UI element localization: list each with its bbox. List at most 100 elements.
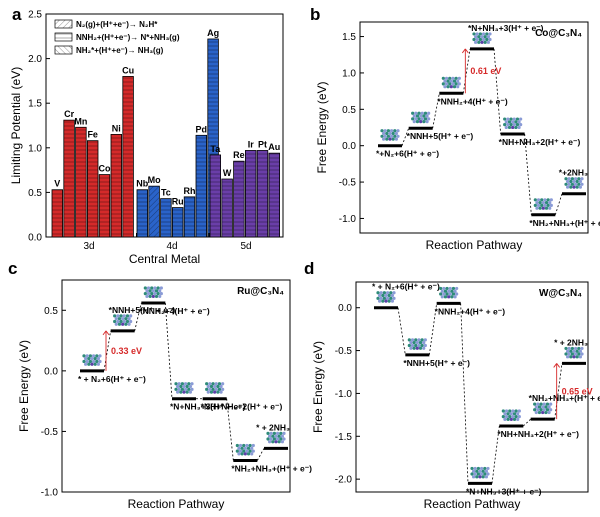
connector-d: [428, 303, 438, 355]
connector-d: [397, 307, 406, 355]
y-tick-label-d: -1.5: [335, 432, 353, 443]
bar-hatch-Mn: [75, 127, 87, 237]
bar-hatch-Rh: [184, 196, 195, 237]
y-tick-label-c: -1.0: [41, 488, 59, 499]
state-label-c: * + N₂+6(H⁺ + e⁻): [78, 374, 146, 384]
bar-label-Re: Re: [233, 150, 245, 160]
state-label-b: *NNH₂+4(H⁺ + e⁻): [437, 96, 508, 106]
bar-label-Ta: Ta: [210, 144, 221, 154]
x-axis-label-b: Reaction Pathway: [426, 238, 523, 252]
y-axis-label-c: Free Energy (eV): [17, 340, 31, 432]
panel-label-b: b: [310, 5, 320, 24]
legend-swatch-hatch-a: [55, 20, 72, 28]
y-axis-label-d: Free Energy (eV): [311, 341, 325, 433]
molecule-structure-icon: [376, 291, 396, 303]
state-label-b: *NH+NH₃+2(H⁺ + e⁻): [499, 137, 581, 147]
state-label-c: *NH+NH₃+2(H⁺ + e⁻): [201, 402, 283, 412]
state-label-c: *NH₂+NH₃+(H⁺ + e⁻): [231, 464, 312, 474]
state-label-c: *N+NH₃+3(H⁺ + e⁻): [170, 402, 246, 412]
bar-label-Fe: Fe: [87, 130, 98, 140]
annotation-arrowhead-b: [464, 48, 469, 54]
x-group-label-a: 4d: [166, 241, 177, 252]
state-label-d: *N+NH₃+3(H⁺ + e⁻): [466, 486, 542, 496]
connector-d: [460, 303, 469, 484]
x-axis-label-d: Reaction Pathway: [424, 497, 521, 511]
state-label-d: * + 2NH₃: [554, 337, 588, 347]
y-tick-label-b: -1.0: [339, 214, 357, 225]
molecule-structure-icon: [174, 382, 194, 394]
connector-d: [491, 425, 500, 484]
bar-hatch-Co: [99, 174, 110, 237]
connector-d: [554, 363, 563, 420]
connector-b: [401, 128, 410, 146]
molecule-structure-icon: [501, 409, 521, 421]
connector-b: [432, 93, 440, 129]
bar-label-Nb: Nb: [136, 179, 148, 189]
connector-c: [134, 302, 142, 331]
molecule-structure-icon: [235, 443, 255, 456]
bar-label-Co: Co: [99, 164, 111, 174]
molecule-structure-icon: [407, 338, 427, 350]
molecule-structure-icon: [470, 466, 490, 479]
molecule-structure-icon: [441, 76, 461, 89]
panel-title-b: Co@C₃N₄: [535, 28, 582, 39]
bar-hatch-Tc: [160, 198, 172, 237]
bar-label-Ir: Ir: [248, 139, 255, 149]
plot-frame-d: [355, 281, 589, 493]
y-tick-label-a: 1.5: [28, 99, 42, 110]
molecule-structure-icon: [439, 286, 459, 299]
connector-c: [256, 448, 265, 461]
legend-label-a: N₂(g)+(H⁺+e⁻)→ N₂H*: [76, 20, 158, 29]
bar-hatch-Ag: [207, 38, 219, 238]
molecule-structure-icon: [564, 346, 584, 359]
bar-hatch-Ru: [172, 207, 183, 237]
panel-label-c: c: [8, 259, 17, 278]
molecule-structure-icon: [533, 402, 553, 415]
y-tick-label-a: 1.0: [28, 143, 42, 154]
molecule-structure-icon: [411, 111, 431, 124]
x-axis-label-a: Central Metal: [129, 252, 200, 266]
y-tick-label-c: 0.0: [44, 366, 58, 377]
state-label-d: *NH₂+NH₃+(H⁺ + e⁻): [529, 393, 600, 403]
y-tick-label-c: 0.5: [44, 306, 58, 317]
state-label-d: *NNH+5(H⁺ + e⁻): [403, 358, 470, 368]
y-tick-label-b: 1.0: [342, 68, 356, 79]
state-label-d: *NH+NH₃+2(H⁺ + e⁻): [497, 429, 579, 439]
y-tick-label-a: 2.0: [28, 54, 42, 65]
y-tick-label-b: 0.5: [342, 105, 356, 116]
molecule-structure-icon: [266, 431, 286, 444]
bar-hatch-Cu: [122, 76, 134, 237]
plot-frame-c: [61, 279, 291, 493]
bar-hatch-Pd: [196, 135, 207, 237]
state-label-b: *NNH+5(H⁺ + e⁻): [407, 131, 474, 141]
bar-label-Pd: Pd: [196, 124, 208, 134]
bar-label-V: V: [54, 179, 60, 189]
bar-label-Rh: Rh: [184, 186, 196, 196]
annotation-label-c: 0.33 eV: [111, 346, 142, 356]
molecule-structure-icon: [564, 177, 584, 189]
annotation-label-b: 0.61 eV: [470, 66, 501, 76]
y-tick-label-b: 0.0: [342, 141, 356, 152]
connector-c: [164, 302, 173, 399]
annotation-label-d: 0.65 eV: [562, 386, 593, 396]
state-label-d: *NNH₂+4(H⁺ + e⁻): [435, 306, 506, 316]
bar-hatch-Pt: [257, 150, 268, 237]
y-axis-label-b: Free Energy (eV): [315, 81, 329, 173]
bar-hatch-Ni: [111, 134, 122, 237]
molecule-structure-icon: [533, 198, 553, 210]
bar-hatch-V: [52, 189, 63, 237]
y-tick-label-b: 1.5: [342, 32, 356, 43]
panel-title-d: W@C₃N₄: [539, 288, 582, 299]
connector-b: [554, 193, 563, 215]
energy-diagram-panel-c: -1.0 -0.5 0.0 0.5 Ru@C₃N₄ Reaction Pathway Fre…: [17, 279, 312, 511]
bar-label-Mn: Mn: [74, 116, 87, 126]
plot-frame-b: [359, 21, 589, 234]
bar-label-Au: Au: [268, 142, 280, 152]
bar-hatch-Ir: [245, 150, 256, 237]
bar-hatch-Cr: [63, 120, 75, 237]
x-axis-label-c: Reaction Pathway: [128, 497, 225, 511]
legend-label-a: NNH₂+(H⁺+e⁻)→ N*+NH₃(g): [76, 33, 180, 42]
panel-title-c: Ru@C₃N₄: [237, 286, 284, 297]
